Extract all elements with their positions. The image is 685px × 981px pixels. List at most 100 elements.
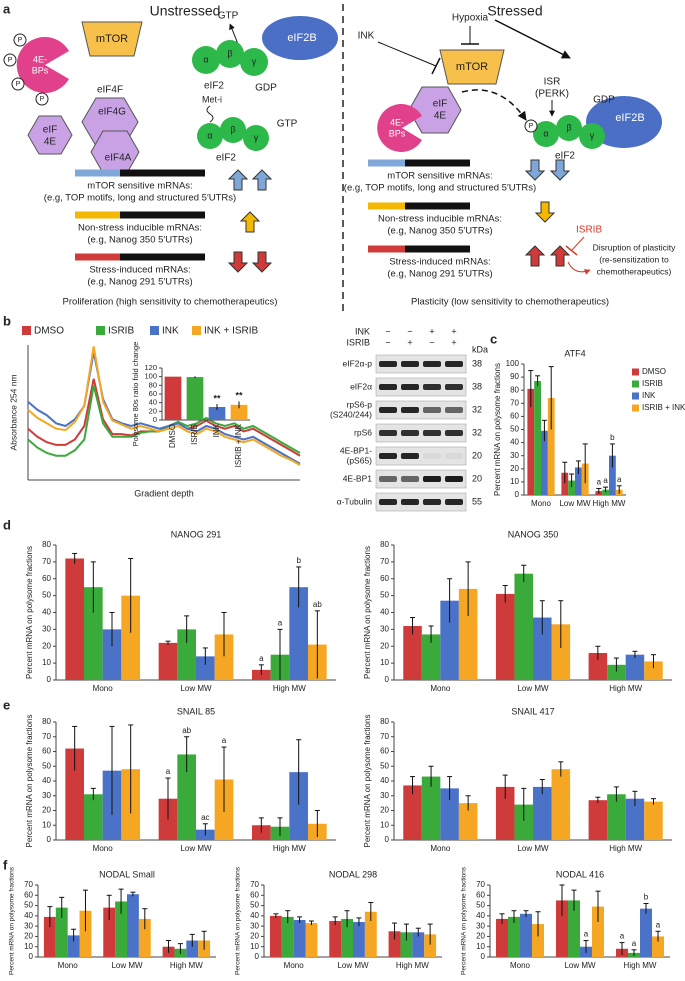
label: (re-sensitization to (599, 254, 669, 264)
y-tick-label: 40 (380, 608, 389, 617)
bar (388, 931, 401, 957)
subunit (556, 115, 582, 141)
annotation: a (166, 767, 171, 776)
mrna-body (120, 211, 205, 219)
bar (230, 404, 248, 420)
x-tick-label: Low MW (111, 961, 143, 970)
label: 4E- (390, 117, 404, 127)
x-tick-label: Mono (430, 684, 451, 693)
y-tick-label: 30 (24, 921, 33, 930)
blot-sign: + (429, 326, 434, 336)
x-tick-label: High MW (593, 499, 626, 508)
mrna-body (120, 169, 205, 177)
mrna-utr (75, 169, 120, 177)
y-tick-label: 40 (42, 776, 51, 785)
legend-label: INK (642, 391, 656, 400)
y-tick-label: 20 (476, 932, 485, 941)
panel-label: b (3, 313, 11, 328)
phospho (11, 77, 25, 91)
legend-swatch (192, 326, 201, 335)
y-tick-label: 0 (385, 835, 390, 844)
bar (541, 430, 548, 495)
x-tick-label: Mono (430, 844, 451, 853)
label: P (40, 96, 45, 103)
bar (214, 634, 234, 680)
blot-sign: − (407, 326, 412, 336)
blot-band (423, 499, 441, 505)
line (27, 385, 301, 457)
label: BPs (389, 128, 406, 138)
annotation: ac (201, 813, 209, 822)
y-tick-label: 10 (250, 942, 259, 951)
blot-band (445, 407, 463, 413)
x-tick-label: Low MW (517, 684, 549, 693)
legend-label: DMSO (34, 326, 64, 337)
diagram-title: Unstressed (150, 3, 221, 19)
y-tick-label: 40 (250, 911, 259, 920)
x-tick-label: Mono (531, 499, 552, 508)
subunit (240, 48, 268, 76)
x-tick-label: High MW (273, 684, 306, 693)
bar (341, 918, 353, 957)
y-tick-label: 20 (24, 932, 33, 941)
blot-label: (pS65) (346, 455, 372, 465)
label: eIF (433, 99, 447, 110)
y-tick-label: 20 (380, 806, 389, 815)
x-tick-label: Low MW (180, 684, 212, 693)
mrna-example: (e.g, Nanog 350 5′UTRs) (87, 235, 192, 246)
y-tick-label: 0 (47, 675, 52, 684)
legend-swatch (150, 326, 159, 335)
mrna-example: (e.g, Nanog 291 5′UTRs) (387, 269, 492, 280)
x-tick-label: High MW (273, 844, 306, 853)
blot-sign: + (451, 337, 456, 347)
label: GDP (255, 83, 277, 94)
blot-band (445, 361, 463, 367)
blot-sign: + (451, 326, 456, 336)
y-tick-label: 40 (380, 776, 389, 785)
arrow-up (524, 245, 546, 267)
blot-kda-value: 32 (472, 427, 482, 437)
label: eIF2 (216, 153, 236, 164)
blot-band (445, 453, 463, 459)
x-tick-label: High MW (624, 961, 657, 970)
label: P (8, 57, 13, 64)
y-tick-label: 10 (42, 820, 51, 829)
phospho (35, 92, 49, 106)
bar (43, 916, 56, 957)
eif4e-shape (27, 115, 73, 155)
annotation: ab (313, 600, 322, 609)
y-tick-label: 40 (24, 911, 33, 920)
y-tick-label: 60 (42, 574, 51, 583)
caption: Proliferation (high sensitivity to chemo… (63, 297, 278, 308)
inhibit-line (571, 236, 585, 251)
mrna-title: Non-stress inducible mRNAs: (378, 214, 502, 225)
bar (592, 906, 604, 957)
bar (495, 593, 515, 680)
label: chemotherapeutics) (597, 266, 672, 276)
blot-frame (375, 469, 467, 489)
bar (67, 935, 80, 957)
bar (508, 916, 520, 957)
y-tick-label: 50 (42, 591, 51, 600)
mrna-example: (e.g, Nanog 291 5′UTRs) (87, 277, 192, 288)
label: 4E (434, 111, 447, 122)
y-tick-label: 10 (380, 820, 389, 829)
blot-label: 4E-BP1- (340, 445, 372, 455)
line (27, 351, 301, 465)
y-tick-label: 80 (42, 717, 51, 726)
y-tick-label: 40 (42, 608, 51, 617)
label: β (227, 48, 232, 58)
chart-title: ATF4 (564, 348, 585, 358)
y-tick-label: 10 (42, 658, 51, 667)
y-axis-label: Percent mRNA on polysome fractions (461, 866, 468, 975)
label: ISR (544, 77, 561, 88)
x-tick-label: Low MW (180, 844, 212, 853)
label: Disruption of plasticity (593, 242, 676, 252)
blot-sign: − (385, 337, 390, 347)
panel-label: a (3, 1, 11, 16)
subunit (216, 40, 244, 68)
blot-kda-value: 20 (472, 450, 482, 460)
bar (186, 377, 204, 420)
